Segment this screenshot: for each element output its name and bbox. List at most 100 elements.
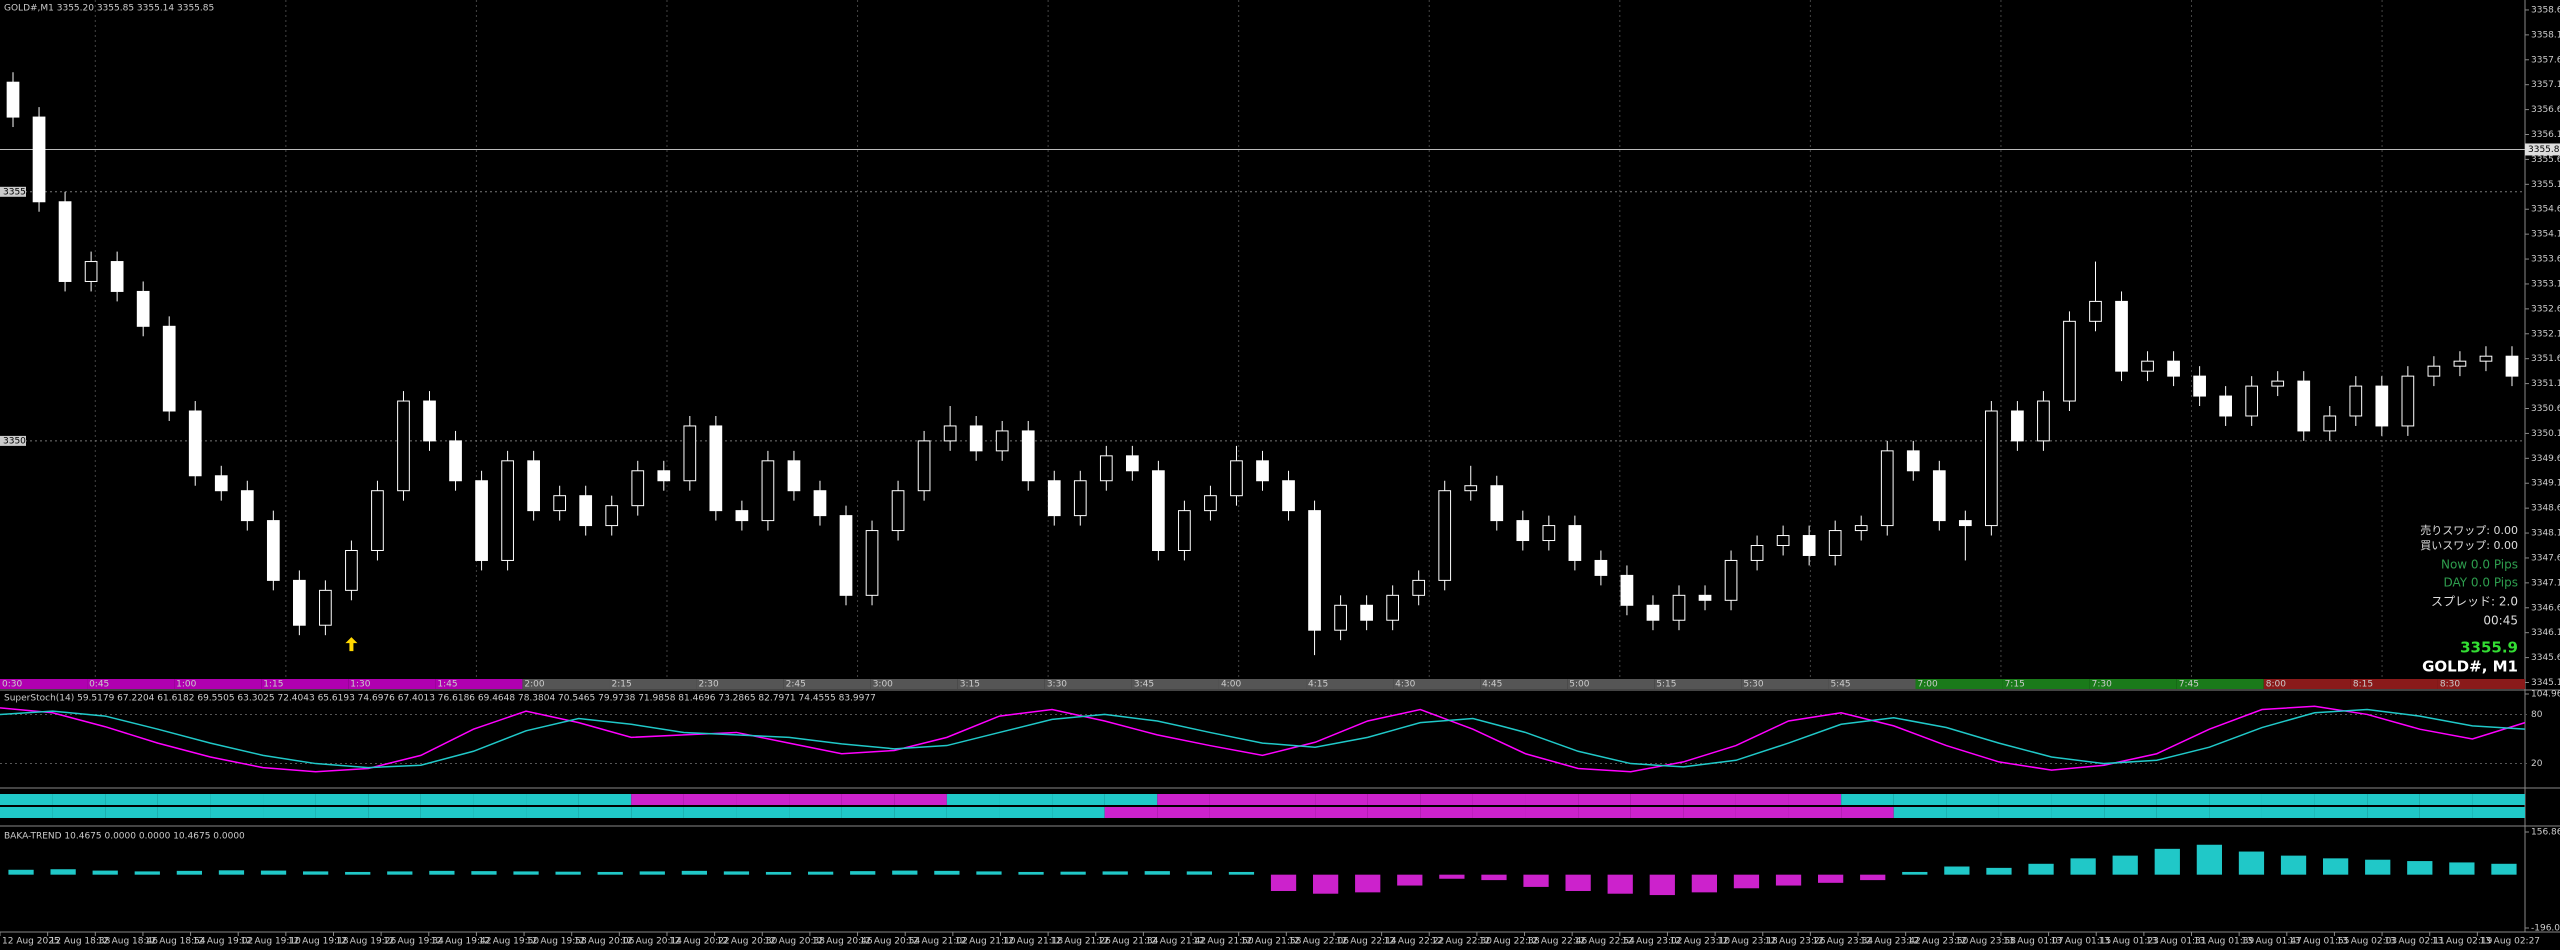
- state-cell: [2419, 807, 2473, 818]
- y-tick-label: 3357.65: [2531, 55, 2560, 65]
- histogram-bar: [218, 870, 245, 875]
- candle-body: [136, 290, 150, 327]
- info-text: 00:45: [2483, 614, 2518, 628]
- candle-body: [1594, 559, 1608, 576]
- state-cell: [0, 807, 53, 818]
- state-cell: [1525, 807, 1579, 818]
- session-segment: [1393, 679, 1481, 689]
- y-tick-label: 3357.15: [2531, 80, 2560, 90]
- histogram-bar: [1986, 867, 2012, 875]
- level-box: [0, 186, 26, 197]
- state-cell: [473, 807, 527, 818]
- histogram-bar: [513, 871, 539, 875]
- candle-body: [1750, 545, 1764, 561]
- candle-body: [2505, 355, 2519, 377]
- time-label: 12 Aug 21:18: [1002, 937, 1063, 947]
- state-cell: [315, 794, 369, 805]
- y-tick-label: 80: [2531, 710, 2543, 720]
- session-segment: [870, 679, 958, 689]
- histogram-bar: [1733, 874, 1760, 889]
- time-label: 12 Aug 23:26: [1765, 937, 1826, 947]
- state-cell: [420, 794, 474, 805]
- time-label: 12 Aug 19:34: [383, 937, 444, 947]
- state-cell: [2209, 807, 2262, 818]
- state-cell: [210, 807, 264, 818]
- state-cell: [1472, 794, 1526, 805]
- candle-body: [1204, 495, 1217, 512]
- candle-body: [162, 325, 176, 412]
- histogram-bar: [1523, 874, 1549, 887]
- state-cell: [368, 807, 421, 818]
- session-label: 7:00: [1918, 680, 1938, 690]
- time-label: 12 Aug 21:02: [907, 937, 968, 947]
- candle-body: [1776, 535, 1790, 547]
- time-label: 12 Aug 22:54: [1574, 937, 1635, 947]
- state-cell: [157, 807, 211, 818]
- histogram-bar: [1060, 871, 1086, 875]
- session-label: 1:00: [176, 680, 196, 690]
- y-tick-label: 3350.15: [2531, 429, 2560, 439]
- session-segment: [1828, 679, 1916, 689]
- price-box: [2525, 143, 2560, 156]
- time-label: 12 Aug 23:42: [1860, 937, 1921, 947]
- session-label: 0:30: [2, 680, 22, 690]
- session-label: 3:45: [1134, 680, 1154, 690]
- time-label: 12 Aug 23:34: [1812, 937, 1873, 947]
- state-cell: [631, 807, 684, 818]
- session-label: 1:30: [350, 680, 370, 690]
- candle-body: [214, 475, 228, 492]
- time-label: 12 Aug 22:14: [1336, 937, 1397, 947]
- candle-body: [1516, 520, 1530, 542]
- candle-body: [449, 440, 462, 482]
- candle-body: [553, 495, 567, 512]
- candle-body: [865, 530, 879, 596]
- state-cell: [1788, 794, 1842, 805]
- state-cell: [1946, 807, 1999, 818]
- histogram-bar: [1818, 874, 1844, 883]
- histogram-bar: [1481, 874, 1507, 881]
- histogram-bar: [892, 870, 918, 875]
- candle-body: [2089, 300, 2102, 322]
- candle-body: [917, 440, 931, 492]
- histogram-bar: [1228, 871, 1255, 875]
- histogram-bar: [1565, 874, 1591, 891]
- candle-body: [969, 425, 983, 452]
- histogram-bar: [1355, 874, 1381, 893]
- state-cell: [105, 794, 158, 805]
- state-cell: [1998, 794, 2052, 805]
- histogram-bar: [1144, 871, 1170, 875]
- candle-body: [188, 410, 202, 477]
- session-label: 1:45: [437, 680, 457, 690]
- y-tick-label: 3349.15: [2531, 479, 2560, 489]
- y-tick-label: 3345.15: [2531, 678, 2560, 688]
- candle-body: [1828, 530, 1842, 556]
- histogram-bar: [1607, 874, 1633, 894]
- session-label: 2:45: [786, 680, 806, 690]
- state-cell: [2104, 794, 2157, 805]
- candle-body: [292, 579, 306, 626]
- y-tick-label: 3348.15: [2531, 529, 2560, 539]
- histogram-bar: [597, 871, 623, 875]
- time-label: 12 Aug 21:26: [1050, 937, 1111, 947]
- session-label: 2:30: [699, 680, 719, 690]
- info-text: Now 0.0 Pips: [2441, 558, 2518, 572]
- state-cell: [1209, 794, 1263, 805]
- candle-body: [579, 495, 593, 527]
- state-cell: [1841, 807, 1894, 818]
- session-label: 5:45: [1830, 680, 1850, 690]
- histogram-bar: [2449, 862, 2475, 875]
- y-tick-label: 3354.15: [2531, 230, 2560, 240]
- candle-body: [1646, 604, 1660, 621]
- info-text: DAY 0.0 Pips: [2443, 576, 2518, 590]
- state-cell: [736, 807, 790, 818]
- histogram-bar: [2491, 863, 2517, 875]
- state-cell: [999, 807, 1053, 818]
- candle-body: [1230, 460, 1243, 497]
- y-tick-label: 3346.65: [2531, 603, 2560, 613]
- y-tick-label: 3353.65: [2531, 255, 2560, 265]
- candle-body: [631, 470, 645, 507]
- candle-body: [475, 480, 488, 561]
- signal-arrow: [345, 637, 358, 652]
